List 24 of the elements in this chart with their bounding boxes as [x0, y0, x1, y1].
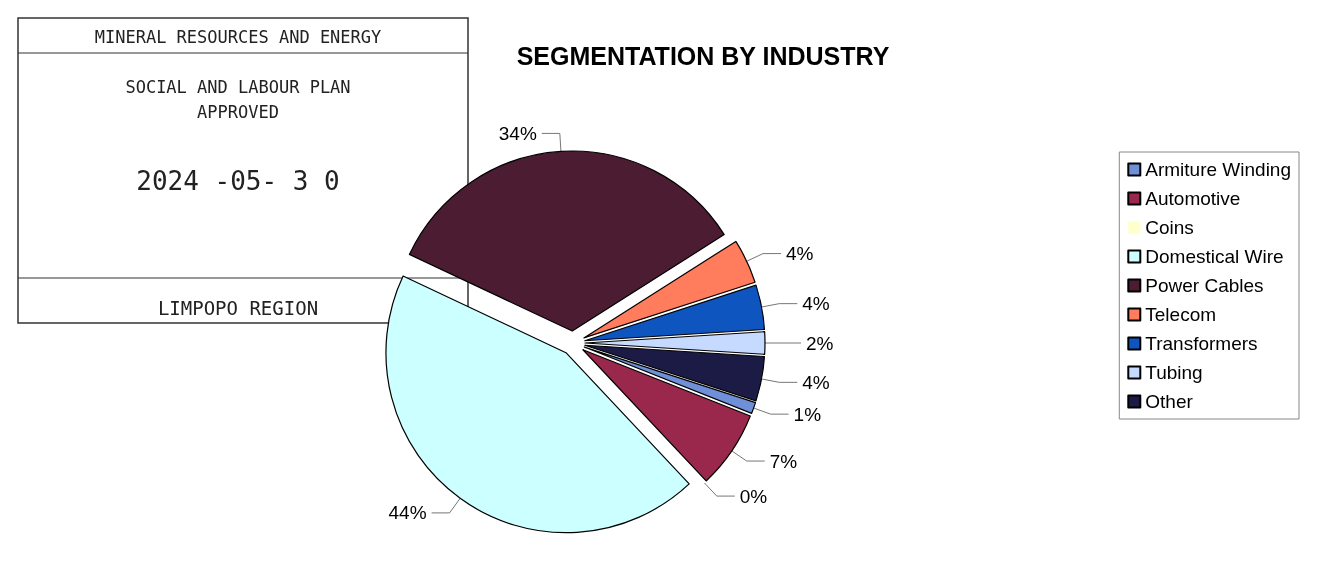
chart-title: SEGMENTATION BY INDUSTRY — [516, 41, 890, 70]
legend-label: Tubing — [1145, 362, 1203, 383]
text: SOCIAL AND LABOUR PLAN — [125, 76, 351, 97]
legend-label: Coins — [1145, 217, 1194, 238]
legend-label: Automotive — [1145, 188, 1241, 209]
data-label: 4% — [802, 371, 830, 393]
text: 2024 -05- 3 0 — [136, 166, 340, 196]
legend-label: Armiture Winding — [1145, 159, 1292, 180]
data-label: 44% — [388, 502, 427, 524]
data-label: 34% — [498, 122, 537, 144]
text: 0% — [739, 485, 768, 507]
data-label: 2% — [806, 332, 834, 354]
text: MINERAL RESOURCES AND ENERGY — [94, 26, 382, 47]
data-label: 7% — [769, 450, 798, 472]
legend-label: Transformers — [1145, 333, 1258, 354]
legend-label: Power Cables — [1145, 275, 1264, 296]
data-label: 4% — [786, 243, 814, 265]
legend-label: Telecom — [1145, 304, 1217, 325]
data-label: 4% — [802, 293, 830, 315]
legend-label: Other — [1145, 391, 1194, 412]
text: APPROVED — [197, 101, 279, 122]
data-label: 1% — [793, 403, 822, 425]
text: LIMPOPO REGION — [157, 296, 319, 319]
legend-label: Domestical Wire — [1145, 246, 1284, 267]
